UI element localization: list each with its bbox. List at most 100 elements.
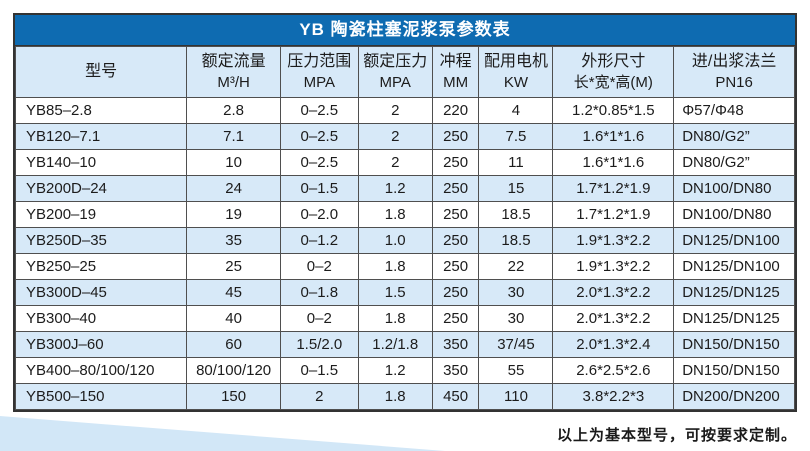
table-cell: Φ57/Φ48	[673, 97, 795, 124]
table-cell: 45	[186, 279, 281, 306]
table-cell: 250	[431, 175, 480, 202]
table-row: YB140–10 10 0–2.5 2 250 11 1.6*1*1.6 DN80/G2”	[14, 149, 795, 176]
table-cell: 150	[186, 383, 281, 410]
table-cell: 24	[186, 175, 281, 202]
table-cell: 1.5/2.0	[279, 331, 359, 358]
table-cell: YB250–25	[14, 253, 188, 280]
table-cell: 1.5	[357, 279, 433, 306]
table-cell: DN200/DN200	[673, 383, 795, 410]
table-cell: 1.2*0.85*1.5	[552, 97, 675, 124]
column-header-4: 冲程 MM	[431, 46, 480, 98]
table-cell: 2	[279, 383, 359, 410]
table-cell: 250	[431, 123, 480, 150]
table-cell: 10	[186, 149, 281, 176]
table-cell: 15	[478, 175, 554, 202]
table-cell: YB400–80/100/120	[14, 357, 188, 384]
table-cell: 11	[478, 149, 554, 176]
table-cell: YB300J–60	[14, 331, 188, 358]
table-cell: YB300D–45	[14, 279, 188, 306]
table-cell: DN125/DN100	[673, 253, 795, 280]
table-cell: 1.8	[357, 383, 433, 410]
table-cell: 1.0	[357, 227, 433, 254]
table-cell: 2.0*1.3*2.4	[552, 331, 675, 358]
table-row: YB250–25 25 0–2 1.8 250 22 1.9*1.3*2.2 DN125/DN…	[14, 253, 795, 280]
table-cell: YB250D–35	[14, 227, 188, 254]
table-cell: 1.7*1.2*1.9	[552, 175, 675, 202]
table-cell: 2	[357, 123, 433, 150]
table-cell: YB140–10	[14, 149, 188, 176]
table-cell: 60	[186, 331, 281, 358]
column-header-7: 进/出浆法兰 PN16	[673, 46, 795, 98]
table-row: YB300D–45 45 0–1.8 1.5 250 30 2.0*1.3*2.2 DN125…	[14, 279, 795, 306]
table-cell: 3.8*2.2*3	[552, 383, 675, 410]
table-cell: 2.6*2.5*2.6	[552, 357, 675, 384]
table-cell: 18.5	[478, 227, 554, 254]
table-cell: 2	[357, 97, 433, 124]
table-body: YB85–2.8 2.8 0–2.5 2 220 4 1.2*0.85*1.5 Φ57/Φ48…	[14, 97, 795, 410]
table-cell: 1.8	[357, 253, 433, 280]
table-cell: 0–2.5	[279, 123, 359, 150]
column-header-3: 额定压力 MPA	[357, 46, 433, 98]
table-cell: 1.7*1.2*1.9	[552, 201, 675, 228]
table-row: YB300J–60 60 1.5/2.0 1.2/1.8 350 37/45 2.0*1.3…	[14, 331, 795, 358]
table-cell: 220	[431, 97, 480, 124]
table-cell: 1.8	[357, 201, 433, 228]
table-cell: 80/100/120	[186, 357, 281, 384]
table-cell: 110	[478, 383, 554, 410]
table-cell: 0–2	[279, 253, 359, 280]
table-cell: 350	[431, 331, 480, 358]
table-cell: 0–2.5	[279, 149, 359, 176]
table-cell: 1.9*1.3*2.2	[552, 253, 675, 280]
table-cell: DN125/DN100	[673, 227, 795, 254]
table-cell: 30	[478, 305, 554, 332]
table-cell: 7.1	[186, 123, 281, 150]
table-cell: 2	[357, 149, 433, 176]
table-cell: 55	[478, 357, 554, 384]
table-cell: 1.8	[357, 305, 433, 332]
table-cell: 1.6*1*1.6	[552, 123, 675, 150]
table-cell: 1.2/1.8	[357, 331, 433, 358]
column-header-0: 型号	[14, 46, 188, 98]
table-cell: 1.6*1*1.6	[552, 149, 675, 176]
table-cell: 2.0*1.3*2.2	[552, 279, 675, 306]
table-cell: 22	[478, 253, 554, 280]
table-cell: 0–1.2	[279, 227, 359, 254]
table-cell: 19	[186, 201, 281, 228]
table-cell: YB120–7.1	[14, 123, 188, 150]
table-row: YB250D–35 35 0–1.2 1.0 250 18.5 1.9*1.3*2.2 DN1…	[14, 227, 795, 254]
table-cell: 450	[431, 383, 480, 410]
table-row: YB85–2.8 2.8 0–2.5 2 220 4 1.2*0.85*1.5 Φ57/Φ48	[14, 97, 795, 124]
table-row: YB200–19 19 0–2.0 1.8 250 18.5 1.7*1.2*1.9 DN10…	[14, 201, 795, 228]
table-cell: DN80/G2”	[673, 123, 795, 150]
table-cell: YB85–2.8	[14, 97, 188, 124]
table-cell: 250	[431, 149, 480, 176]
table-cell: DN150/DN150	[673, 331, 795, 358]
table-cell: DN100/DN80	[673, 201, 795, 228]
table-cell: 0–1.8	[279, 279, 359, 306]
table-cell: 2.0*1.3*2.2	[552, 305, 675, 332]
table-cell: 7.5	[478, 123, 554, 150]
parameters-table: 型号 额定流量 M³/H 压力范围 MPA 额定压力 MPA 冲程 MM 配用电机 KW 外形尺寸 长*…	[14, 46, 795, 410]
footer-note: 以上为基本型号，可按要求定制。	[556, 427, 797, 444]
table-cell: 250	[431, 305, 480, 332]
table-cell: 0–2	[279, 305, 359, 332]
table-cell: DN150/DN150	[673, 357, 795, 384]
column-header-6: 外形尺寸 长*宽*高(M)	[552, 46, 675, 98]
table-cell: YB300–40	[14, 305, 188, 332]
table-cell: 0–1.5	[279, 175, 359, 202]
pump-parameter-table: YB 陶瓷柱塞泥浆泵参数表 型号 额定流量 M³/H 压力范围 MPA 额定压力 MPA 冲程…	[13, 13, 797, 412]
table-row: YB500–150 150 2 1.8 450 110 3.8*2.2*3 DN200/DN2…	[14, 383, 795, 410]
table-cell: 1.9*1.3*2.2	[552, 227, 675, 254]
table-cell: 0–2.0	[279, 201, 359, 228]
table-cell: 30	[478, 279, 554, 306]
table-title: YB 陶瓷柱塞泥浆泵参数表	[15, 15, 795, 46]
table-cell: DN125/DN125	[673, 279, 795, 306]
table-cell: 25	[186, 253, 281, 280]
table-cell: 18.5	[478, 201, 554, 228]
table-cell: 250	[431, 253, 480, 280]
table-cell: 37/45	[478, 331, 554, 358]
table-cell: YB200–19	[14, 201, 188, 228]
table-cell: YB500–150	[14, 383, 188, 410]
table-row: YB120–7.1 7.1 0–2.5 2 250 7.5 1.6*1*1.6 DN80/G2…	[14, 123, 795, 150]
table-row: YB200D–24 24 0–1.5 1.2 250 15 1.7*1.2*1.9 DN100…	[14, 175, 795, 202]
